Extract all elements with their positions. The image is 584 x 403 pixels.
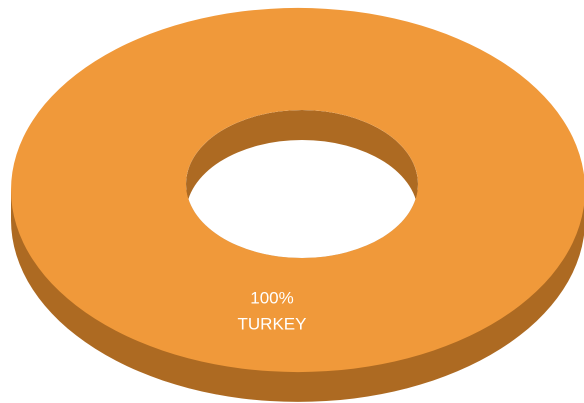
slice-value-label: 100% [250,288,293,307]
slice [11,8,584,372]
donut [11,8,584,402]
slice-category-label: TURKEY [238,314,307,333]
